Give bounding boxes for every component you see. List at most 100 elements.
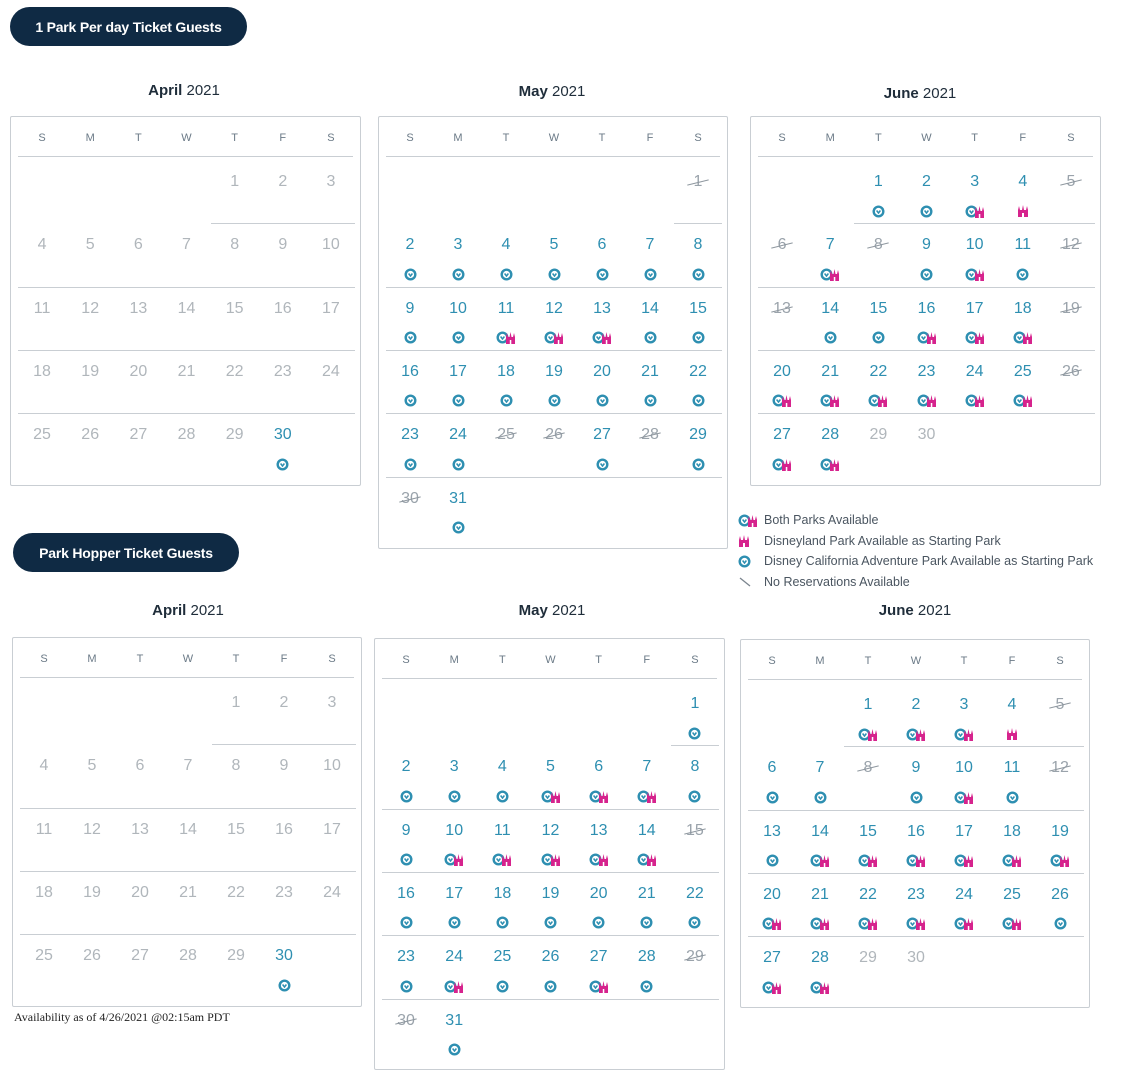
day-cell[interactable]: 7 xyxy=(645,236,655,254)
day-cell[interactable]: 31 xyxy=(445,1011,464,1029)
day-cell[interactable]: 1 xyxy=(690,695,700,712)
day-cell[interactable]: 10 xyxy=(445,821,464,839)
day-cell[interactable]: 18 xyxy=(1003,822,1021,840)
day-cell[interactable]: 23 xyxy=(401,426,419,444)
day-cell[interactable]: 5 xyxy=(549,236,559,254)
day-cell[interactable]: 20 xyxy=(589,884,608,902)
day-cell[interactable]: 11 xyxy=(1003,759,1021,777)
day-cell[interactable]: 27 xyxy=(593,426,611,444)
day-cell[interactable]: 10 xyxy=(955,759,973,777)
day-cell[interactable]: 10 xyxy=(449,299,467,317)
day-cell[interactable]: 10 xyxy=(965,236,984,254)
day-cell[interactable]: 27 xyxy=(773,426,791,444)
day-cell[interactable]: 31 xyxy=(449,489,467,507)
day-cell[interactable]: 3 xyxy=(453,236,463,254)
day-cell[interactable]: 19 xyxy=(545,362,563,380)
day-cell[interactable]: 21 xyxy=(821,362,840,380)
day-cell[interactable]: 17 xyxy=(445,884,464,902)
day-cell[interactable]: 25 xyxy=(1003,885,1021,903)
day-cell[interactable]: 1 xyxy=(873,173,883,190)
day-cell[interactable]: 3 xyxy=(449,758,459,776)
day-cell[interactable]: 21 xyxy=(637,884,656,902)
day-cell[interactable]: 19 xyxy=(1051,822,1069,840)
day-cell[interactable]: 28 xyxy=(811,949,829,967)
day-cell[interactable]: 1 xyxy=(863,696,873,713)
day-cell[interactable]: 22 xyxy=(689,362,707,380)
day-cell[interactable]: 22 xyxy=(686,884,704,902)
day-cell[interactable]: 24 xyxy=(965,362,984,380)
day-cell[interactable]: 7 xyxy=(825,236,835,254)
day-cell[interactable]: 28 xyxy=(637,948,656,966)
day-cell[interactable]: 9 xyxy=(922,236,931,254)
day-cell[interactable]: 27 xyxy=(589,948,608,966)
day-cell[interactable]: 6 xyxy=(597,236,607,254)
day-cell[interactable]: 2 xyxy=(922,173,931,190)
day-cell[interactable]: 4 xyxy=(1018,173,1028,190)
day-cell[interactable]: 26 xyxy=(541,948,560,966)
day-cell[interactable]: 15 xyxy=(869,299,888,317)
day-cell[interactable]: 3 xyxy=(959,696,969,713)
day-cell[interactable]: 7 xyxy=(642,758,652,776)
day-cell[interactable]: 11 xyxy=(497,299,515,317)
day-cell[interactable]: 27 xyxy=(763,949,781,967)
day-cell[interactable]: 17 xyxy=(449,362,467,380)
day-cell[interactable]: 8 xyxy=(690,758,700,776)
day-cell[interactable]: 25 xyxy=(1013,362,1032,380)
day-cell[interactable]: 25 xyxy=(493,948,512,966)
day-cell[interactable]: 9 xyxy=(911,759,921,777)
day-cell[interactable]: 20 xyxy=(773,362,791,380)
day-cell[interactable]: 16 xyxy=(917,299,936,317)
day-cell[interactable]: 2 xyxy=(405,236,415,254)
day-cell[interactable]: 5 xyxy=(546,758,555,776)
day-cell[interactable]: 14 xyxy=(637,821,656,839)
day-cell[interactable]: 23 xyxy=(397,948,415,966)
day-cell[interactable]: 18 xyxy=(497,362,515,380)
day-cell[interactable]: 16 xyxy=(907,822,925,840)
day-cell[interactable]: 4 xyxy=(501,236,511,254)
day-cell[interactable]: 29 xyxy=(689,426,707,444)
day-cell[interactable]: 11 xyxy=(494,821,511,839)
day-cell[interactable]: 20 xyxy=(593,362,611,380)
day-cell[interactable]: 24 xyxy=(955,885,973,903)
day-cell[interactable]: 30 xyxy=(275,947,293,965)
day-cell[interactable]: 14 xyxy=(821,299,840,317)
day-cell[interactable]: 7 xyxy=(815,759,825,777)
day-cell[interactable]: 24 xyxy=(445,948,464,966)
day-cell[interactable]: 22 xyxy=(859,885,877,903)
day-cell[interactable]: 24 xyxy=(449,426,467,444)
day-cell[interactable]: 4 xyxy=(1007,696,1017,713)
day-cell[interactable]: 20 xyxy=(763,885,781,903)
day-cell[interactable]: 28 xyxy=(821,426,840,444)
day-cell[interactable]: 12 xyxy=(545,299,563,317)
day-cell[interactable]: 21 xyxy=(641,362,659,380)
day-cell[interactable]: 6 xyxy=(767,759,777,777)
day-cell[interactable]: 13 xyxy=(593,299,611,317)
day-cell[interactable]: 11 xyxy=(1014,236,1032,254)
day-cell[interactable]: 9 xyxy=(401,821,411,839)
day-cell[interactable]: 12 xyxy=(541,821,560,839)
day-cell[interactable]: 19 xyxy=(541,884,560,902)
day-cell[interactable]: 15 xyxy=(689,299,707,317)
day-cell[interactable]: 22 xyxy=(869,362,888,380)
day-cell[interactable]: 6 xyxy=(594,758,604,776)
day-cell[interactable]: 8 xyxy=(693,236,703,254)
day-cell[interactable]: 13 xyxy=(589,821,608,839)
day-cell[interactable]: 16 xyxy=(397,884,415,902)
day-cell[interactable]: 30 xyxy=(273,426,292,444)
day-cell[interactable]: 17 xyxy=(955,822,973,840)
day-cell[interactable]: 3 xyxy=(970,173,980,190)
day-cell[interactable]: 4 xyxy=(497,758,507,776)
day-cell[interactable]: 23 xyxy=(917,362,936,380)
day-cell[interactable]: 17 xyxy=(965,299,984,317)
day-cell[interactable]: 16 xyxy=(401,362,419,380)
day-cell[interactable]: 2 xyxy=(401,758,411,776)
day-cell[interactable]: 14 xyxy=(641,299,659,317)
day-cell[interactable]: 15 xyxy=(859,822,877,840)
day-cell[interactable]: 26 xyxy=(1051,885,1069,903)
day-cell[interactable]: 2 xyxy=(911,696,921,713)
day-cell[interactable]: 18 xyxy=(1013,299,1032,317)
day-cell[interactable]: 9 xyxy=(405,299,415,317)
day-cell[interactable]: 21 xyxy=(811,885,829,903)
day-cell[interactable]: 13 xyxy=(763,822,781,840)
day-cell[interactable]: 23 xyxy=(907,885,925,903)
